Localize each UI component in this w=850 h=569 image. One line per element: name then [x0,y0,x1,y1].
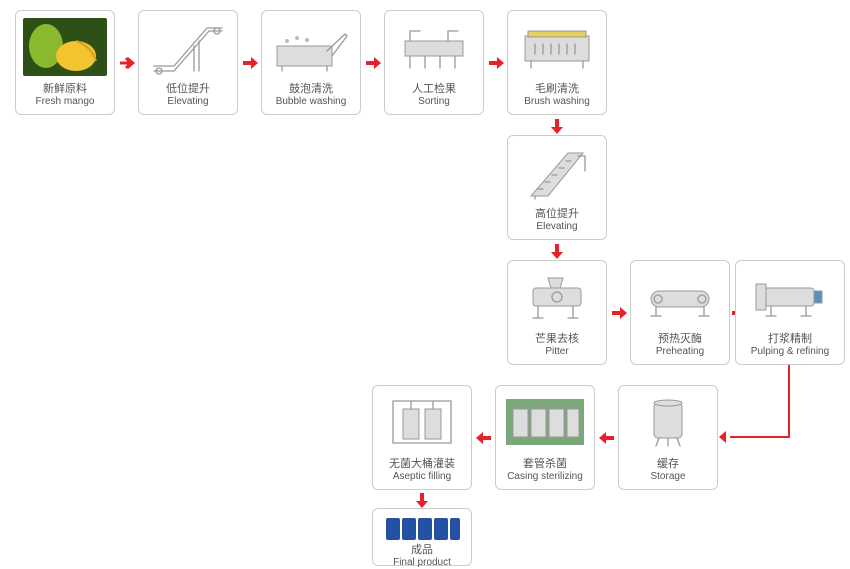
label-zh: 无菌大桶灌装 [389,458,455,471]
pitter-icon [513,266,601,328]
label-zh: 成品 [393,544,451,557]
label-zh: 低位提升 [166,83,210,96]
label-zh: 新鲜原料 [36,83,95,96]
node-casing-sterilizing: 套管杀菌Casing sterilizing [495,385,595,490]
node-pitter: 芒果去核Pitter [507,260,607,365]
arrow-down-icon [548,242,566,260]
sterilizer-icon [501,391,589,453]
label-en: Fresh mango [36,96,95,108]
bubble-washer-icon [267,16,355,78]
arrow-right-icon [241,54,259,72]
node-elevating-low: 低位提升Elevating [138,10,238,115]
barrels-icon [378,514,466,544]
node-final-product: 成品Final product [372,508,472,566]
arrow-left-icon [598,429,616,447]
arrow-right-icon [487,54,505,72]
node-sorting: 人工检果Sorting [384,10,484,115]
label-zh: 预热灭酶 [656,333,704,346]
fresh-mango-icon [21,16,109,78]
label-en: Bubble washing [276,96,347,108]
node-fresh-mango: 新鲜原料Fresh mango [15,10,115,115]
label-en: Casing sterilizing [507,471,583,483]
node-brush-washing: 毛刷清洗Brush washing [507,10,607,115]
label-en: Storage [650,471,685,483]
node-preheating: 预热灭酶Preheating [630,260,730,365]
arrow-right-icon [364,54,382,72]
node-storage: 缓存Storage [618,385,718,490]
label-zh: 缓存 [650,458,685,471]
label-zh: 打浆精制 [751,333,829,346]
preheater-icon [636,266,724,328]
brush-washer-icon [513,16,601,78]
arrow-down-icon [413,491,431,509]
pulper-icon [746,266,834,328]
node-elevating-high: 高位提升Elevating [507,135,607,240]
elevator-icon [144,16,232,78]
label-en: Final product [393,557,451,569]
storage-tank-icon [624,391,712,453]
arrow-left-icon [718,428,736,446]
arrow-down-icon [548,117,566,135]
label-en: Elevating [166,96,210,108]
label-zh: 高位提升 [535,208,579,221]
node-pulping-refining: 打浆精制Pulping & refining [735,260,845,365]
label-zh: 套管杀菌 [507,458,583,471]
sorting-icon [390,16,478,78]
label-en: Pulping & refining [751,346,829,358]
filler-icon [378,391,466,453]
label-en: Preheating [656,346,704,358]
label-en: Elevating [535,221,579,233]
connector-line [788,365,790,438]
elevator-high-icon [513,141,601,203]
arrow-left-icon [475,429,493,447]
arrow-right-icon [118,54,136,72]
label-zh: 毛刷清洗 [524,83,590,96]
label-zh: 鼓泡清洗 [276,83,347,96]
label-en: Pitter [535,346,579,358]
label-en: Sorting [412,96,456,108]
connector-line [730,436,790,438]
node-bubble-washing: 鼓泡清洗Bubble washing [261,10,361,115]
arrow-right-icon [610,304,628,322]
label-en: Aseptic filling [389,471,455,483]
node-aseptic-filling: 无菌大桶灌装Aseptic filling [372,385,472,490]
label-en: Brush washing [524,96,590,108]
label-zh: 芒果去核 [535,333,579,346]
label-zh: 人工检果 [412,83,456,96]
